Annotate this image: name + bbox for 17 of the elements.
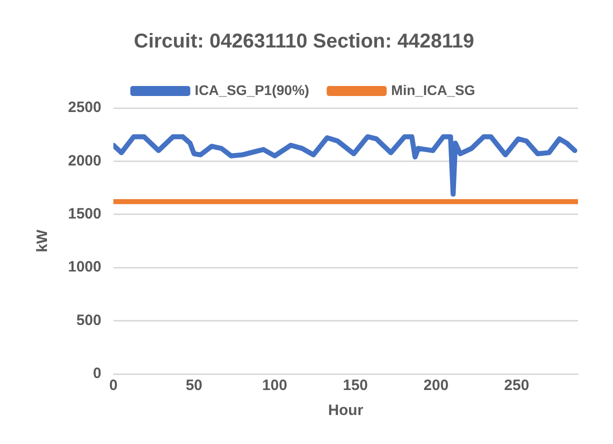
y-tick-label: 1500 <box>68 206 102 223</box>
y-tick-label: 500 <box>76 312 102 329</box>
legend-label: Min_ICA_SG <box>391 82 476 98</box>
y-tick-label: 0 <box>93 365 102 382</box>
y-axis-title: kW <box>34 228 52 252</box>
x-axis-title: Hour <box>328 402 364 420</box>
chart-title: Circuit: 042631110 Section: 4428119 <box>134 30 474 53</box>
x-tick-label: 50 <box>186 377 202 394</box>
x-tick-label: 0 <box>109 377 118 394</box>
legend-label: ICA_SG_P1(90%) <box>194 82 310 98</box>
y-tick-label: 2500 <box>68 99 102 116</box>
x-tick-label: 150 <box>342 377 368 394</box>
x-tick-label: 200 <box>424 377 449 394</box>
x-tick-label: 250 <box>504 377 530 394</box>
x-tick-label: 100 <box>262 377 288 394</box>
y-tick-label: 1000 <box>68 258 102 276</box>
y-tick-label: 2000 <box>68 152 102 170</box>
